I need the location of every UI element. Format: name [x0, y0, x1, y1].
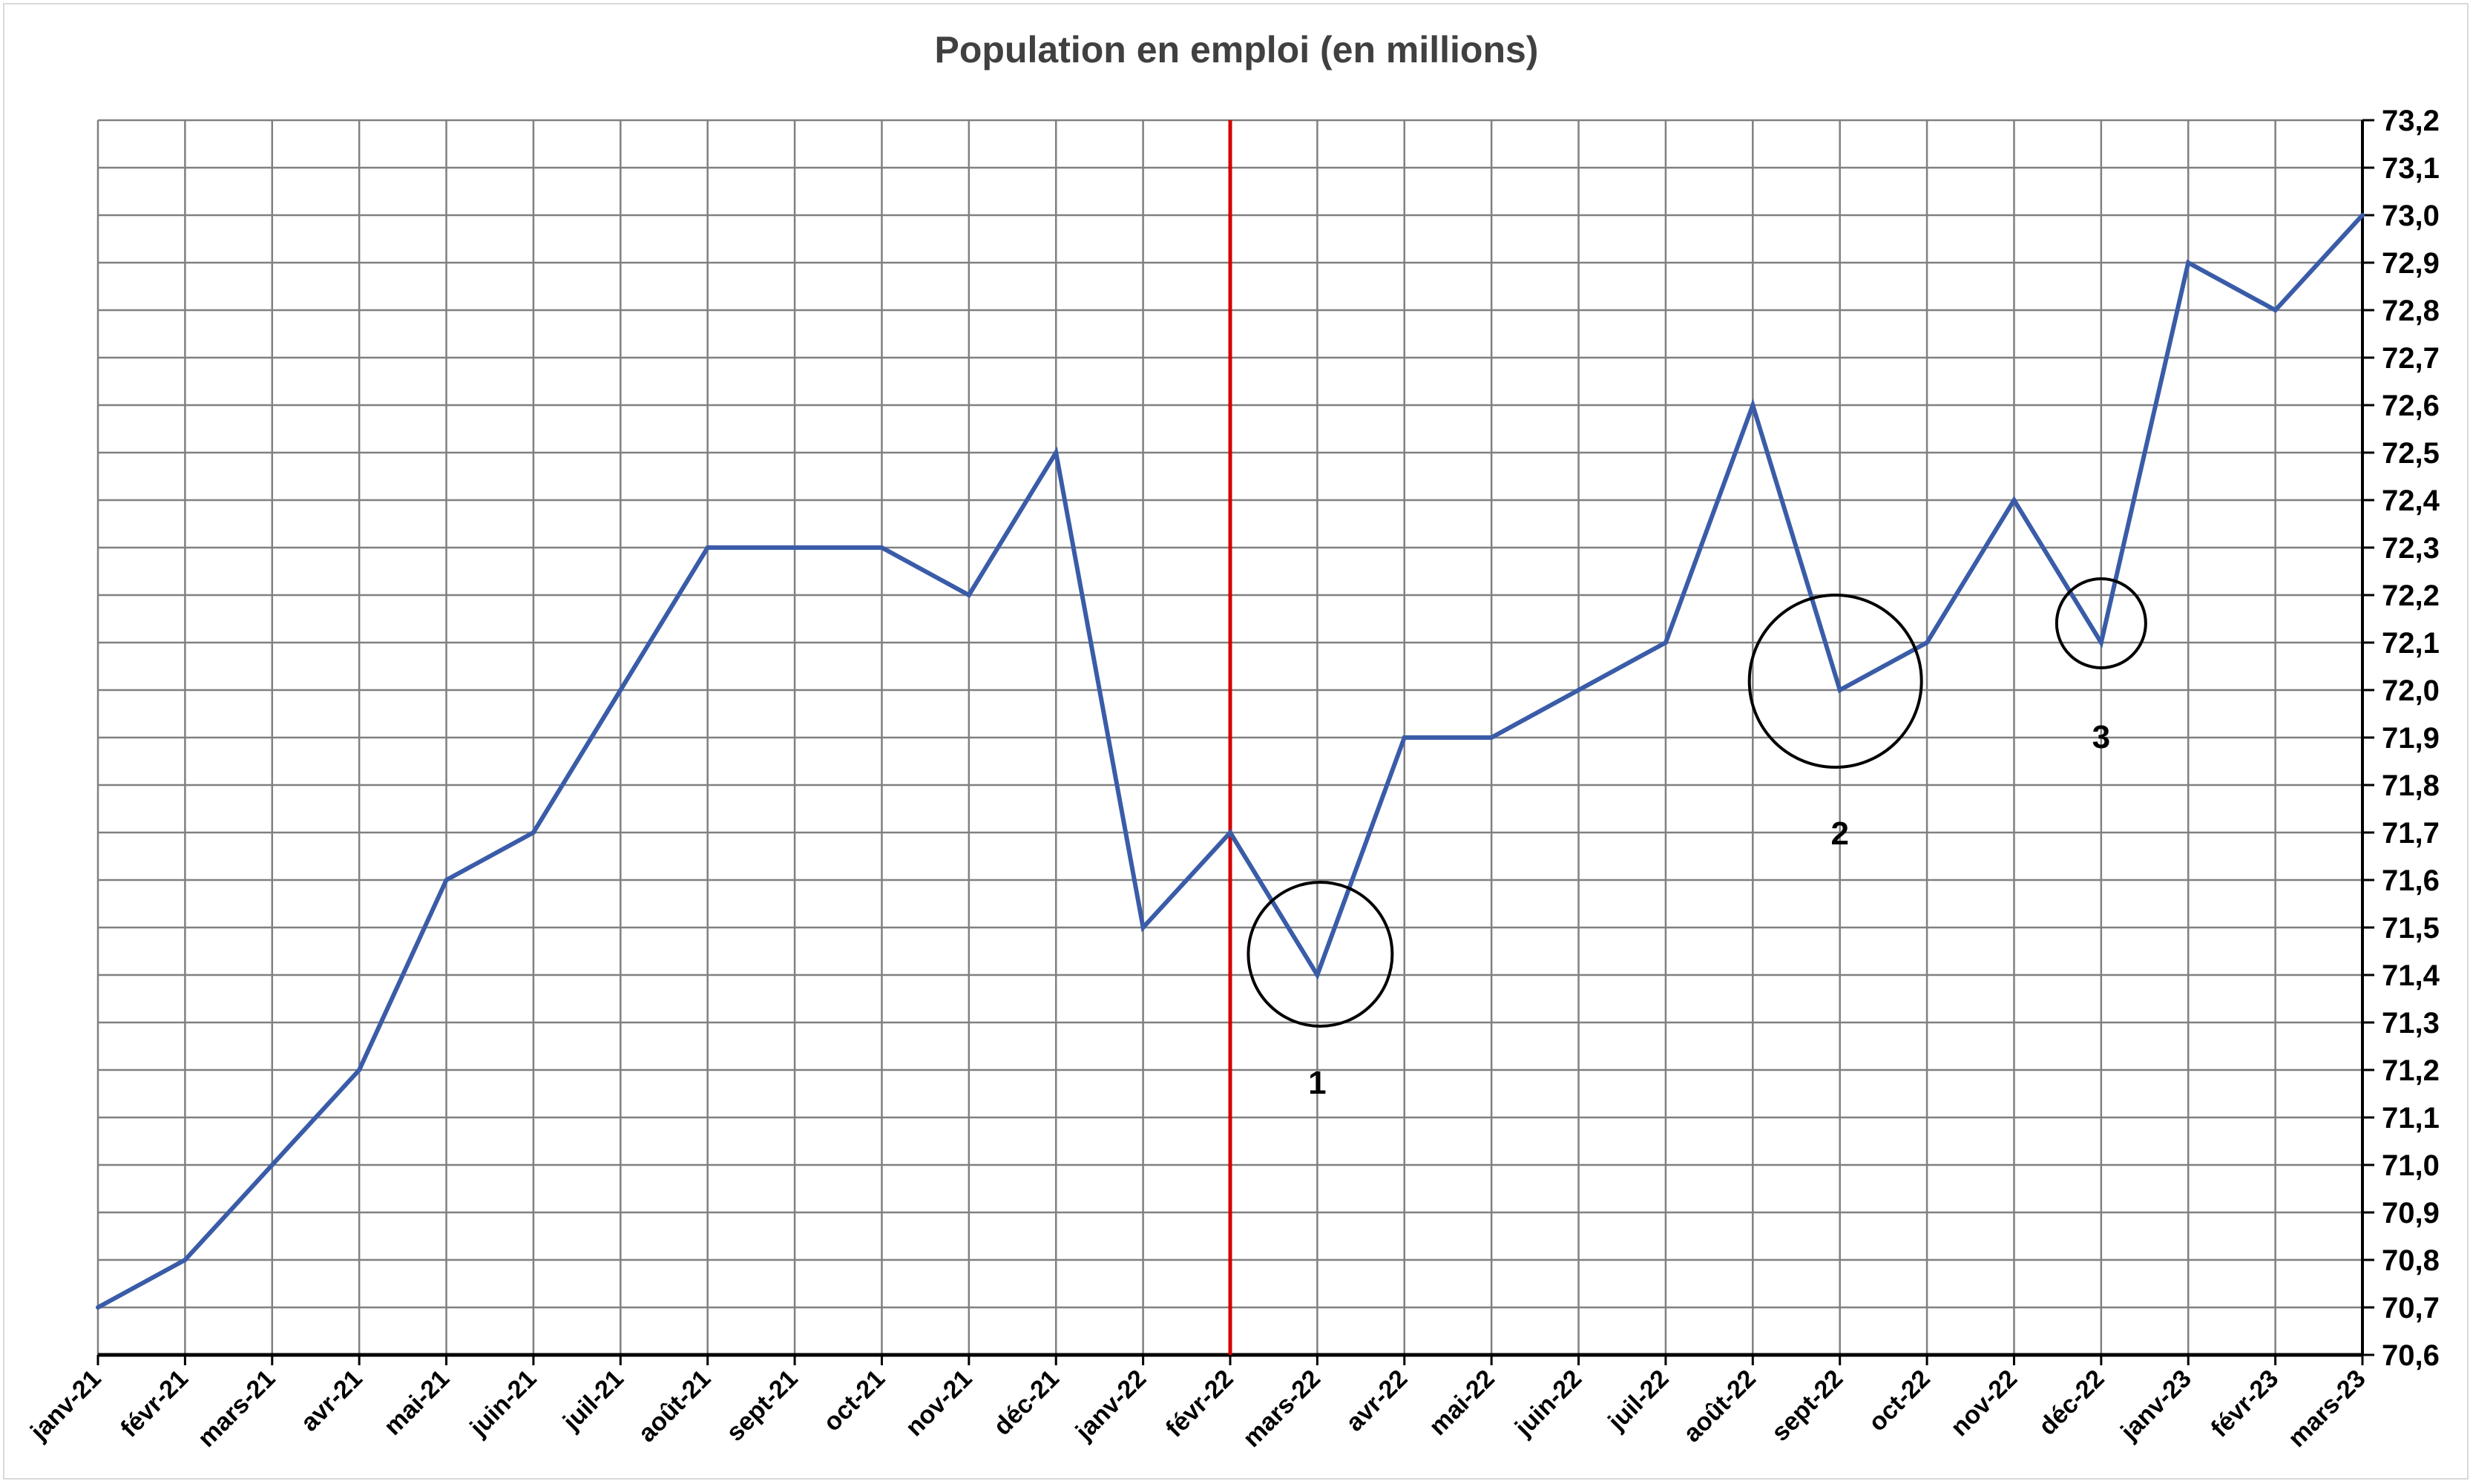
- data-point: [1228, 830, 1232, 835]
- annotation-circle: [1747, 594, 1923, 769]
- data-point: [1663, 640, 1668, 645]
- y-tick-label: 71,5: [2382, 912, 2440, 945]
- x-tick-label: mars-22: [1238, 1365, 1326, 1453]
- y-tick-label: 71,4: [2382, 959, 2440, 992]
- y-tick-label: 72,3: [2382, 532, 2440, 565]
- data-point: [879, 545, 884, 550]
- x-tick-label: avr-21: [295, 1365, 368, 1437]
- axes: [96, 119, 2374, 1365]
- x-tick-label: mai-22: [1424, 1365, 1500, 1441]
- y-tick-label: 71,1: [2382, 1102, 2440, 1135]
- data-point: [269, 1163, 275, 1167]
- x-tick-label: févr-23: [2206, 1365, 2285, 1443]
- chart-title: Population en emploi (en millions): [934, 29, 1539, 70]
- x-tick-label: déc-21: [988, 1365, 1065, 1441]
- x-tick-label: avr-22: [1341, 1365, 1413, 1437]
- x-tick-label: sept-21: [721, 1365, 804, 1447]
- y-tick-label: 73,2: [2382, 105, 2440, 137]
- data-point: [96, 1305, 100, 1310]
- data-point: [618, 688, 623, 692]
- y-tick-label: 71,6: [2382, 864, 2440, 897]
- annotation-label: 3: [2092, 719, 2110, 755]
- y-tick-label: 70,6: [2382, 1339, 2440, 1372]
- data-point: [2098, 640, 2103, 645]
- y-tick-label: 71,2: [2382, 1054, 2440, 1087]
- data-point: [1402, 735, 1407, 740]
- data-point: [705, 545, 710, 550]
- data-point: [444, 878, 449, 882]
- y-tick-label: 72,6: [2382, 390, 2440, 422]
- y-tick-label: 70,7: [2382, 1292, 2440, 1324]
- series-group: [96, 213, 2365, 1310]
- x-tick-label: janv-22: [1070, 1365, 1152, 1446]
- data-point: [2360, 213, 2365, 217]
- x-tick-label: juin-22: [1509, 1365, 1587, 1442]
- x-tick-label: juin-21: [464, 1365, 542, 1442]
- annotations-group: 1 2 3: [1247, 577, 2147, 1101]
- y-tick-label: 72,9: [2382, 247, 2440, 280]
- x-tick-label: mars-21: [192, 1365, 280, 1453]
- y-tick-labels: 70,6 70,7 70,8 70,9 71,0 71,1 71,2 71,3 71,4 71,5…: [2382, 105, 2440, 1372]
- x-tick-label: oct-22: [1863, 1365, 1936, 1437]
- y-tick-label: 71,8: [2382, 769, 2440, 802]
- data-point: [1837, 688, 1842, 692]
- data-point: [183, 1258, 188, 1262]
- data-point: [1925, 640, 1930, 645]
- y-tick-label: 71,9: [2382, 722, 2440, 755]
- x-tick-label: févr-22: [1160, 1365, 1239, 1443]
- data-point: [1750, 403, 1756, 407]
- y-tick-label: 73,0: [2382, 200, 2440, 232]
- x-tick-label: juil-21: [557, 1365, 629, 1437]
- x-tick-label: janv-21: [24, 1365, 106, 1446]
- y-tick-label: 71,0: [2382, 1149, 2440, 1182]
- annotation-circle: [1247, 881, 1394, 1028]
- y-tick-label: 72,4: [2382, 485, 2440, 517]
- y-tick-label: 70,9: [2382, 1197, 2440, 1229]
- annotation-label: 2: [1830, 815, 1848, 852]
- x-tick-label: oct-21: [818, 1365, 890, 1437]
- chart-frame: [3, 3, 2469, 1480]
- data-point: [1315, 973, 1320, 977]
- annotation-label: 1: [1308, 1065, 1326, 1101]
- x-tick-label: févr-21: [115, 1365, 194, 1443]
- x-tick-label: nov-22: [1945, 1365, 2023, 1442]
- y-tick-label: 71,7: [2382, 817, 2440, 850]
- x-tick-label: mars-23: [2283, 1365, 2371, 1453]
- annotation-circle: [2055, 577, 2147, 669]
- data-point: [792, 545, 798, 550]
- data-point: [1489, 735, 1494, 740]
- x-tick-label: déc-22: [2033, 1365, 2109, 1441]
- data-point: [2011, 498, 2017, 502]
- y-tick-label: 73,1: [2382, 152, 2440, 185]
- data-point: [531, 830, 536, 835]
- data-point: [1140, 925, 1146, 930]
- data-point: [357, 1068, 362, 1072]
- data-point: [1054, 450, 1059, 455]
- x-tick-label: mai-21: [378, 1365, 455, 1441]
- y-tick-label: 72,0: [2382, 674, 2440, 707]
- y-tick-label: 72,1: [2382, 627, 2440, 660]
- data-point: [966, 593, 971, 597]
- x-tick-label: sept-22: [1766, 1365, 1848, 1447]
- y-tick-label: 72,5: [2382, 437, 2440, 470]
- x-tick-label: juil-22: [1603, 1365, 1675, 1437]
- y-tick-label: 72,8: [2382, 295, 2440, 327]
- x-tick-label: janv-23: [2115, 1365, 2196, 1446]
- data-point: [2186, 260, 2191, 265]
- y-tick-label: 70,8: [2382, 1244, 2440, 1277]
- y-tick-label: 72,2: [2382, 580, 2440, 612]
- data-point: [2273, 308, 2278, 312]
- x-tick-label: nov-21: [900, 1365, 977, 1442]
- data-point: [1576, 688, 1581, 692]
- y-tick-label: 72,7: [2382, 342, 2440, 375]
- x-tick-label: août-22: [1678, 1365, 1761, 1448]
- x-tick-label: août-21: [633, 1365, 716, 1448]
- y-tick-label: 71,3: [2382, 1007, 2440, 1040]
